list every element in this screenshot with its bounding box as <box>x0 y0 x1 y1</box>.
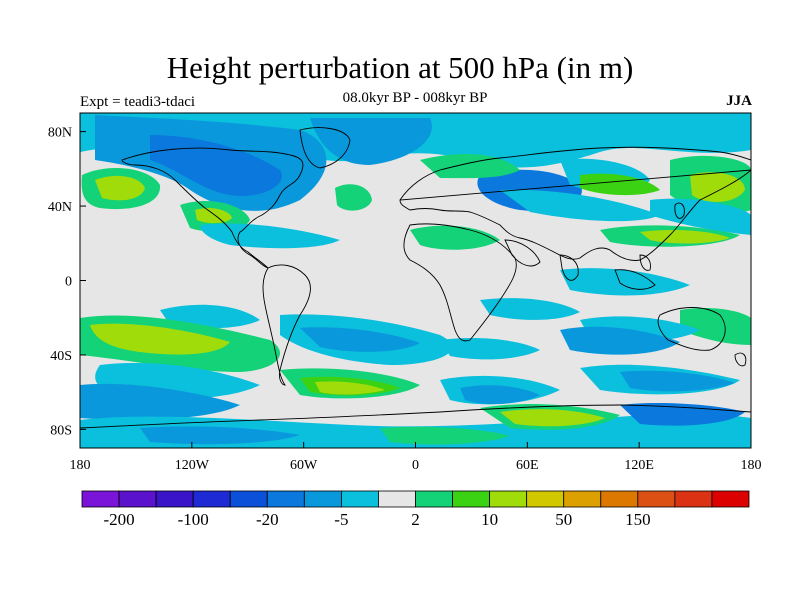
colorbar-swatch <box>526 490 565 508</box>
colorbar-swatch <box>415 490 453 508</box>
lat-tick-label: 0 <box>65 275 72 290</box>
colorbar-swatch <box>303 490 342 508</box>
colorbar-label: -5 <box>334 510 348 529</box>
lat-tick-label: 80S <box>50 423 72 438</box>
colorbar-swatch <box>637 490 676 508</box>
colorbar-label: -20 <box>256 510 279 529</box>
colorbar-label: -100 <box>178 510 209 529</box>
colorbar-swatch <box>266 490 305 508</box>
colorbar-swatch <box>489 490 528 508</box>
longitude-axis: 180 120W 60W 0 60E 120E 180 <box>70 442 762 473</box>
colorbar-swatch <box>81 490 120 508</box>
experiment-label: Expt = teadi3-tdaci <box>80 94 196 110</box>
colorbar-label: 50 <box>555 510 572 529</box>
colorbar-label: 10 <box>481 510 498 529</box>
lon-tick-label: 120E <box>624 458 654 473</box>
lat-tick-label: 80N <box>48 126 72 141</box>
lon-tick-label: 120W <box>175 458 210 473</box>
chart-title: Height perturbation at 500 hPa (in m) <box>166 50 634 85</box>
map-area <box>79 112 752 449</box>
contour-fill <box>80 113 751 448</box>
colorbar-swatch <box>563 490 602 508</box>
colorbar-swatch <box>155 490 194 508</box>
colorbar-swatch <box>340 490 379 508</box>
lon-tick-label: 180 <box>741 458 762 473</box>
coastlines <box>80 127 751 429</box>
colorbar-swatch <box>600 490 639 508</box>
colorbar-swatch <box>229 490 268 508</box>
lon-tick-label: 0 <box>412 458 419 473</box>
lat-tick-label: 40N <box>48 200 72 215</box>
lon-tick-label: 60W <box>290 458 318 473</box>
colorbar-swatch <box>711 490 750 508</box>
colorbar-label: 2 <box>411 510 420 529</box>
chart-subtitle: 08.0kyr BP - 008kyr BP <box>342 90 488 106</box>
colorbar-label: 150 <box>625 510 651 529</box>
colorbar-swatch <box>118 490 157 508</box>
colorbar-swatch <box>674 490 713 508</box>
season-label: JJA <box>726 93 752 109</box>
colorbar-label: -200 <box>103 510 134 529</box>
colorbar-swatch <box>378 490 416 508</box>
latitude-axis: 80N 40N 0 40S 80S <box>48 126 86 438</box>
lat-tick-label: 40S <box>50 349 72 364</box>
lon-tick-label: 180 <box>70 458 91 473</box>
lon-tick-label: 60E <box>516 458 539 473</box>
colorbar-swatch <box>452 490 491 508</box>
colorbar: -200 -100 -20 -5 2 10 50 150 <box>81 490 750 529</box>
colorbar-swatch <box>192 490 231 508</box>
